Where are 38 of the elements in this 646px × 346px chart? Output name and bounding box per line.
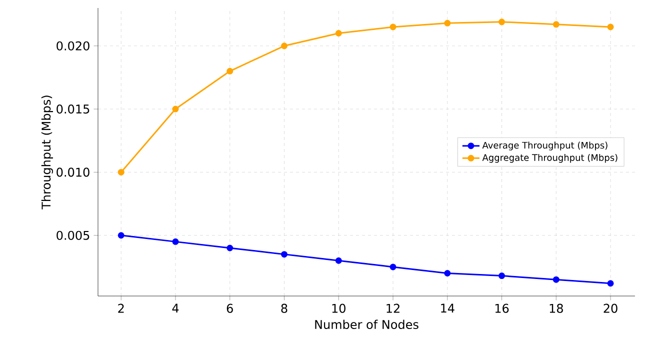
y-axis-title: Throughput (Mbps) [41,96,53,210]
x-tick-label: 10 [332,304,346,313]
point [498,272,506,280]
x-tick-label: 4 [172,304,179,313]
x-tick-label: 6 [226,304,233,313]
x-tick-label: 12 [386,304,400,313]
point [281,42,288,50]
point [335,257,342,264]
y-tick-label: 0.010 [56,168,90,177]
point [172,238,179,245]
legend-label: Average Throughput (Mbps) [482,142,608,150]
point [118,168,124,176]
point [118,232,124,239]
x-axis-title: Number of Nodes [315,320,418,330]
legend-label: Aggregate Throughput (Mbps) [482,154,618,163]
point [552,21,560,28]
x-tick-label: 20 [604,304,618,313]
point [607,24,614,30]
y-tick-label: 0.015 [56,104,90,114]
y-tick-label: 0.005 [56,230,90,240]
x-tick-label: 16 [495,304,509,313]
y-tick-label: 0.020 [56,41,90,50]
point [226,244,234,252]
point [390,24,396,30]
point [552,276,560,283]
x-tick-label: 8 [281,304,288,313]
x-tick-label: 18 [550,304,563,313]
point [444,20,451,26]
x-tick-label: 2 [118,304,124,313]
point [281,251,288,258]
x-tick-label: 14 [441,304,454,313]
point [390,264,396,270]
point [226,68,234,74]
point [498,18,506,26]
point [172,106,179,112]
point [607,280,614,287]
point [335,30,342,37]
point [444,270,451,277]
